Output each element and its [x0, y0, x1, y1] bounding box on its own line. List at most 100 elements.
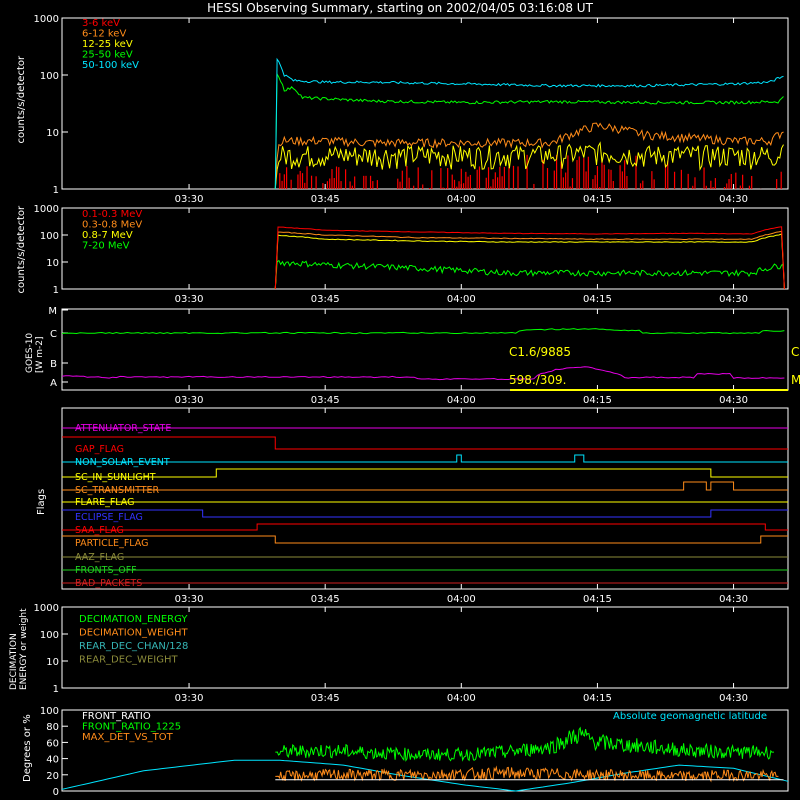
flag-label-7: SAA_FLAG — [75, 525, 124, 536]
y-tick-label: 1000 — [34, 204, 59, 215]
legend-2: MAX_DET_VS_TOT — [82, 732, 174, 743]
flag-label-0: ATTENUATOR_STATE — [75, 423, 171, 434]
flag-line-8 — [62, 535, 788, 544]
x-tick-label: 04:30 — [719, 594, 748, 605]
x-tick-label: 03:45 — [311, 395, 340, 406]
x-tick-label: 03:45 — [311, 194, 340, 205]
goes-short-line — [61, 366, 785, 381]
panel-decimation-frame — [61, 606, 789, 689]
panel-energy-low: 03:30 03:45 04:00 04:15 04:30 1 10 100 1000 count… — [16, 14, 789, 205]
y-tick-label: A — [50, 378, 57, 389]
y-axis-label: counts/s/detector — [16, 55, 27, 143]
legend-4: 50-100 keV — [82, 60, 139, 71]
figure-title: HESSI Observing Summary, starting on 200… — [207, 1, 593, 15]
x-tick-label: 04:00 — [447, 395, 476, 406]
legend-0: 0.1-0.3 MeV — [82, 209, 142, 220]
y-axis-label: Degrees or % — [22, 714, 33, 782]
y-tick-label: 100 — [40, 706, 59, 717]
legend-3: 25-50 keV — [82, 50, 133, 61]
legend-1: DECIMATION_WEIGHT — [79, 628, 188, 639]
y-tick-label: 0 — [53, 787, 59, 798]
x-tick-label: 04:15 — [583, 693, 612, 704]
legend-3: REAR_DEC_WEIGHT — [79, 655, 178, 666]
y-tick-label: 1000 — [34, 14, 59, 25]
y-tick-label: 20 — [46, 771, 59, 782]
y-axis-label: Flags — [36, 489, 47, 515]
flare-annotation: C1.6/9885 — [509, 345, 571, 359]
y-axis-label-1: DECIMATION — [9, 633, 19, 690]
x-tick-label: 04:30 — [719, 194, 748, 205]
y-tick-label: 10 — [46, 657, 59, 668]
y-tick-label: C — [50, 329, 57, 340]
panel-energy-low-frame — [61, 17, 789, 190]
line-max-det — [275, 765, 779, 783]
legend-2: REAR_DEC_CHAN/128 — [79, 641, 188, 652]
flag-label-6: ECLIPSE_FLAG — [75, 512, 143, 523]
panel-goes-frame — [61, 308, 789, 391]
panel-flags-frame — [61, 407, 789, 590]
x-tick-label: 03:30 — [175, 395, 204, 406]
x-tick-label: 04:00 — [447, 294, 476, 305]
flag-label-5: FLARE_FLAG — [75, 497, 135, 508]
y-tick-label: 80 — [46, 722, 59, 733]
panel-energy-high-frame — [61, 207, 789, 290]
x-tick-label: 03:30 — [175, 294, 204, 305]
y-axis-label-2: [W m-2] — [35, 336, 45, 373]
x-tick-label: 04:15 — [583, 395, 612, 406]
y-tick-label: 60 — [46, 738, 59, 749]
x-tick-label: 03:45 — [311, 294, 340, 305]
flag-line-2 — [62, 454, 788, 463]
y-tick-label: 100 — [40, 231, 59, 242]
line-front-ratio-1225 — [275, 726, 774, 762]
x-tick-label: 04:00 — [447, 693, 476, 704]
flag-line-3 — [62, 468, 788, 478]
y-tick-label: 100 — [40, 71, 59, 82]
x-tick-label: 04:15 — [583, 194, 612, 205]
line-0.3-0.8mev — [274, 230, 785, 290]
x-tick-label: 03:30 — [175, 693, 204, 704]
legend-1: 6-12 keV — [82, 29, 126, 40]
legend-2: 0.8-7 MeV — [82, 230, 133, 241]
x-tick-label: 04:00 — [447, 194, 476, 205]
y-tick-label: 100 — [40, 630, 59, 641]
y-tick-label: 1 — [53, 285, 59, 296]
flag-label-8: PARTICLE_FLAG — [75, 538, 148, 549]
x-tick-label: 03:45 — [311, 693, 340, 704]
x-tick-label: 04:00 — [447, 594, 476, 605]
line-6-12kev — [274, 122, 784, 190]
legend-0: 3-6 keV — [82, 18, 120, 29]
y-tick-label: 10 — [46, 128, 59, 139]
edge-annotation-c: C — [791, 345, 799, 359]
line-7-20mev — [274, 259, 784, 290]
y-axis-label: counts/s/detector — [16, 205, 27, 293]
panel-flags: 03:30 03:45 04:00 04:15 04:30 Flags ATTENUATOR… — [36, 407, 789, 605]
y-tick-label: B — [50, 359, 57, 370]
x-tick-label: 04:30 — [719, 693, 748, 704]
line-0.8-7mev — [274, 233, 785, 290]
y-tick-label: 40 — [46, 755, 59, 766]
y-tick-label: 1 — [53, 185, 59, 196]
y-axis-label-1: GOES-10 — [25, 333, 35, 373]
y-tick-label: 10 — [46, 258, 59, 269]
line-50-100kev — [274, 57, 784, 190]
flag-label-11: BAD_PACKETS — [75, 578, 142, 589]
flag-label-4: SC_TRANSMITTER — [75, 485, 160, 496]
legend-3: 7-20 MeV — [82, 241, 130, 252]
x-tick-label: 03:30 — [175, 194, 204, 205]
legend-0: DECIMATION_ENERGY — [79, 614, 188, 625]
flag-label-3: SC_IN_SUNLIGHT — [75, 472, 156, 483]
geomag-label: Absolute geomagnetic latitude — [613, 711, 767, 722]
flag-line-6 — [62, 509, 788, 518]
panels: 03:30 03:45 04:00 04:15 04:301101001000count… — [9, 14, 800, 798]
goes-long-line — [61, 328, 785, 335]
line-25-50kev — [274, 72, 784, 190]
flag-line-1 — [62, 436, 788, 450]
legend-1: FRONT_RATIO_1225 — [82, 722, 181, 733]
legend-0: FRONT_RATIO — [82, 711, 151, 722]
x-tick-label: 04:15 — [583, 594, 612, 605]
position-annotation: 598./309. — [509, 373, 566, 387]
y-tick-label: M — [48, 306, 57, 317]
panel-decimation: 03:30 03:45 04:00 04:15 04:30 1 10 100 1000 DECIM… — [9, 603, 789, 704]
